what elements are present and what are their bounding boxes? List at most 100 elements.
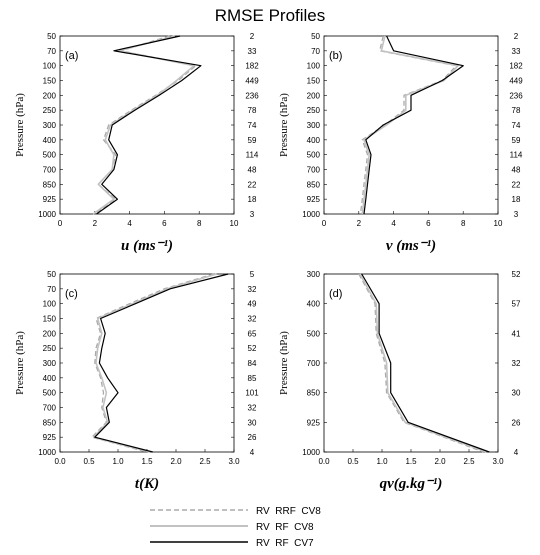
panel-label: (b) <box>329 50 342 62</box>
panel-label: (c) <box>65 288 78 300</box>
y-tick-label: 50 <box>311 32 320 41</box>
y-tick-label: 925 <box>307 195 321 204</box>
y-tick-label: 400 <box>43 136 57 145</box>
x-tick-label: 2.0 <box>170 457 182 466</box>
right-axis-label: 2 <box>250 32 255 41</box>
series-line-1 <box>91 273 214 453</box>
plot-frame <box>59 35 235 215</box>
right-axis-label: 49 <box>248 300 257 309</box>
x-tick-label: 0.5 <box>347 457 359 466</box>
right-axis-label: 236 <box>509 91 523 100</box>
x-tick-label: 2.0 <box>434 457 446 466</box>
y-tick-label: 500 <box>307 329 321 338</box>
y-tick-label: 500 <box>43 389 57 398</box>
right-axis-label: 236 <box>245 91 259 100</box>
y-tick-label: 200 <box>43 91 57 100</box>
y-tick-label: 50 <box>47 32 56 41</box>
series-line-3 <box>96 35 202 215</box>
plot-frame <box>323 273 499 453</box>
y-tick-label: 700 <box>43 404 57 413</box>
right-axis-label: 182 <box>509 62 523 71</box>
right-axis-label: 41 <box>512 329 521 338</box>
y-tick-label: 850 <box>307 389 321 398</box>
y-tick-label: 300 <box>307 270 321 279</box>
right-axis-label: 4 <box>250 448 255 457</box>
x-tick-label: 1.5 <box>141 457 153 466</box>
y-tick-label: 700 <box>307 359 321 368</box>
x-tick-label: 10 <box>494 219 503 228</box>
right-axis-label: 18 <box>248 195 257 204</box>
y-tick-label: 1000 <box>302 210 320 219</box>
right-axis-label: 114 <box>246 151 259 160</box>
series-line-3 <box>361 273 490 453</box>
figure-title: RMSE Profiles <box>215 6 326 25</box>
y-tick-label: 925 <box>43 433 57 442</box>
right-axis-label: 5 <box>250 270 255 279</box>
right-axis-label: 48 <box>512 166 521 175</box>
chart-panel-4: 300 52 400 57 500 41 700 32 850 30 925 26 1000 4 0.0 0.… <box>278 270 521 492</box>
y-tick-label: 500 <box>307 151 321 160</box>
y-tick-label: 300 <box>43 121 57 130</box>
right-axis-label: 449 <box>509 77 523 86</box>
right-axis-label: 33 <box>512 47 521 56</box>
right-axis-label: 22 <box>512 180 521 189</box>
x-tick-label: 0 <box>58 219 63 228</box>
right-axis-label: 59 <box>512 136 521 145</box>
y-tick-label: 250 <box>307 106 321 115</box>
y-tick-label: 150 <box>43 77 57 86</box>
right-axis-label: 449 <box>245 77 259 86</box>
y-tick-label: 250 <box>43 344 57 353</box>
x-tick-label: 8 <box>197 219 202 228</box>
x-tick-label: 6 <box>426 219 431 228</box>
x-tick-label: 8 <box>461 219 466 228</box>
right-axis-label: 65 <box>248 329 257 338</box>
right-axis-label: 78 <box>248 106 257 115</box>
y-tick-label: 250 <box>43 106 57 115</box>
series-line-1 <box>94 35 197 215</box>
right-axis-label: 84 <box>248 359 257 368</box>
right-axis-label: 78 <box>512 106 521 115</box>
y-axis-title: Pressure (hPa) <box>14 331 26 395</box>
series-line-2 <box>92 35 195 215</box>
y-tick-label: 400 <box>307 136 321 145</box>
right-axis-label: 114 <box>510 151 523 160</box>
y-tick-label: 1000 <box>38 210 56 219</box>
right-axis-label: 74 <box>512 121 521 130</box>
right-axis-label: 74 <box>248 121 257 130</box>
chart-panel-3: 50 5 70 32 100 49 150 32 200 65 250 52 300 84 400 85 500… <box>14 270 259 492</box>
right-axis-label: 22 <box>248 180 257 189</box>
right-axis-label: 26 <box>512 418 521 427</box>
y-tick-label: 70 <box>47 285 56 294</box>
x-tick-label: 2 <box>93 219 98 228</box>
panel-label: (d) <box>329 288 342 300</box>
y-tick-label: 850 <box>307 180 321 189</box>
y-tick-label: 70 <box>311 47 320 56</box>
plot-frame <box>59 273 235 453</box>
y-tick-label: 200 <box>307 91 321 100</box>
right-axis-label: 85 <box>248 374 257 383</box>
x-tick-label: 1.5 <box>405 457 417 466</box>
legend-label: RV RRF CV8 <box>256 506 321 517</box>
series-line-1 <box>358 273 484 453</box>
y-axis-title: Pressure (hPa) <box>14 93 26 157</box>
x-tick-label: 2.5 <box>199 457 211 466</box>
series-line-3 <box>363 35 464 215</box>
right-axis-label: 30 <box>512 389 521 398</box>
y-tick-label: 1000 <box>38 448 56 457</box>
right-axis-label: 33 <box>248 47 257 56</box>
right-axis-label: 32 <box>248 315 257 324</box>
x-tick-label: 1.0 <box>376 457 388 466</box>
x-tick-label: 1.0 <box>112 457 124 466</box>
right-axis-label: 26 <box>248 433 257 442</box>
y-tick-label: 500 <box>43 151 57 160</box>
right-axis-label: 30 <box>248 418 257 427</box>
x-axis-title: v (ms⁻¹) <box>386 238 436 254</box>
series-line-3 <box>94 273 229 453</box>
y-tick-label: 400 <box>307 300 321 309</box>
x-tick-label: 0 <box>322 219 327 228</box>
legend-label: RV RF CV8 <box>256 522 314 533</box>
